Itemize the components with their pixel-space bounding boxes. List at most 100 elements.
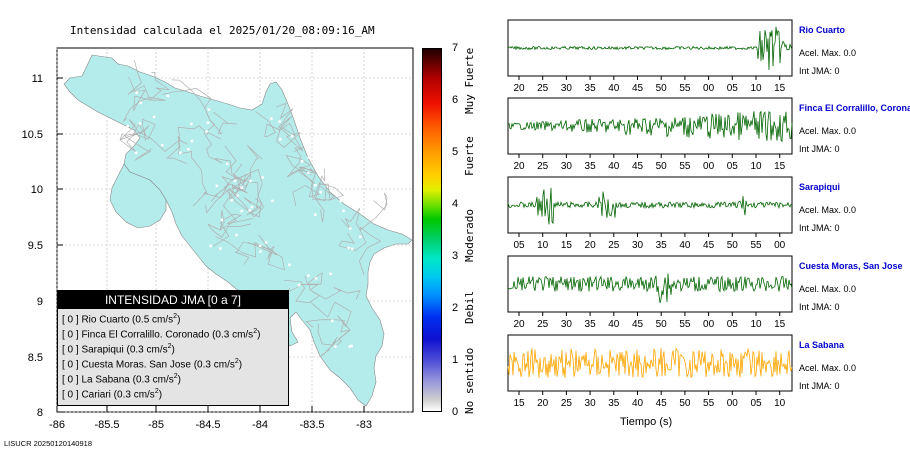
legend-intensity: [ 0 ] [62, 389, 82, 401]
town-marker [166, 94, 170, 98]
trace-frame [507, 255, 793, 313]
legend-suffix: ) [238, 359, 243, 371]
road [304, 272, 323, 291]
legend-unit-sup: 2 [154, 388, 159, 395]
town-marker [279, 138, 282, 141]
trace-tick-label: 45 [632, 83, 644, 94]
legend-station: Rio Cuarto (0.5 cm/s [81, 314, 174, 326]
legend-row: [ 0 ] Finca El Corralillo. Coronado (0.3… [58, 324, 288, 341]
town-marker [319, 190, 322, 194]
map-y-tick: 8 [37, 407, 43, 419]
town-marker [270, 117, 273, 120]
town-marker [258, 244, 262, 248]
trace-tick-label: 20 [513, 319, 525, 330]
road [313, 182, 344, 202]
map-y-tick: 10 [31, 184, 43, 196]
road-network [119, 60, 388, 358]
map-y-tick: 8.5 [28, 352, 43, 364]
town-marker [138, 122, 142, 125]
town-marker [349, 227, 352, 230]
legend-station: Sarapiqui (0.3 cm/s [81, 344, 168, 356]
legend-row: [ 0 ] Cariari (0.3 cm/s2) [58, 384, 288, 401]
road [215, 236, 271, 258]
town-marker [271, 199, 274, 203]
legend-suffix: ) [177, 314, 181, 326]
traces-xlabel: Tiempo (s) [620, 416, 673, 428]
trace-tick-label: 30 [585, 398, 597, 409]
town-marker [233, 179, 237, 183]
trace-tick-label: 15 [513, 398, 525, 409]
trace-panel: 20 25 30 35 40 45 50 55 00 05 10 15 [507, 255, 793, 330]
town-marker [329, 272, 332, 276]
legend-station: Finca El Corralillo. Coronado (0.3 cm/s [81, 329, 254, 341]
map-footer: LISUCR 20250120140918 [4, 439, 92, 448]
road [162, 87, 212, 121]
trace-tick-label: 10 [774, 398, 786, 409]
trace-tick-label: 15 [774, 319, 786, 330]
trace-tick-label: 45 [632, 161, 644, 172]
station-name: Cuesta Moras, San Jose [799, 261, 903, 271]
town-marker [187, 148, 190, 151]
road [276, 129, 304, 152]
station-jma: Int JMA: 0 [799, 144, 840, 154]
road [209, 111, 237, 135]
legend-row: [ 0 ] Rio Cuarto (0.5 cm/s2) [58, 309, 288, 326]
town-marker [236, 194, 240, 197]
map-title: Intensidad calculada el 2025/01/20_08:09… [70, 24, 375, 37]
town-marker [207, 108, 211, 111]
trace-tick-label: 00 [774, 240, 786, 251]
trace-tick-label: 50 [656, 161, 668, 172]
legend-intensity: [ 0 ] [62, 329, 82, 341]
station-jma: Int JMA: 0 [799, 302, 840, 312]
town-marker [240, 209, 243, 213]
trace-tick-label: 25 [561, 398, 573, 409]
trace-tick-label: 30 [561, 161, 573, 172]
town-marker [161, 143, 164, 147]
legend-station: Cariari (0.3 cm/s [81, 389, 155, 401]
town-marker [110, 156, 114, 160]
map-x-tick: -84 [252, 419, 268, 431]
station-name: Sarapiqui [799, 182, 841, 192]
map-y-tick: 10.5 [22, 129, 43, 141]
trace-tick-label: 00 [703, 319, 715, 330]
legend-suffix: ) [171, 344, 175, 356]
trace-tick-label: 20 [513, 83, 525, 94]
road [178, 139, 208, 195]
trace-tick-label: 00 [703, 83, 715, 94]
town-marker [314, 213, 317, 216]
map-x-tick: -85.5 [94, 419, 119, 431]
seismogram-trace [507, 187, 793, 225]
legend-suffix: ) [158, 389, 163, 401]
road [315, 185, 335, 223]
trace-tick-label: 40 [679, 240, 691, 251]
colorbar-tick: 1 [452, 354, 459, 366]
road [231, 163, 248, 186]
trace-tick-label: 55 [679, 161, 691, 172]
town-marker [190, 122, 193, 126]
trace-tick-label: 35 [585, 161, 597, 172]
station-accel: Acel. Max. 0.0 [799, 284, 857, 294]
town-marker [126, 124, 129, 128]
map-axis-ticks: -86 -85.5 -85 -84.5 -84 -83.5 -83 11 10.5 10 9.5 9 8… [22, 73, 372, 431]
trace-tick-label: 55 [679, 319, 691, 330]
station-name: Rio Cuarto [799, 25, 845, 35]
trace-tick-label: 10 [537, 240, 549, 251]
trace-tick-label: 10 [750, 319, 762, 330]
trace-tick-label: 35 [608, 398, 620, 409]
trace-panel: 05 10 15 20 25 30 35 40 45 50 55 00 [507, 176, 793, 251]
town-marker [134, 151, 138, 155]
trace-tick-label: 40 [608, 83, 620, 94]
town-marker [261, 176, 265, 179]
colorbar-tick: 6 [452, 94, 459, 106]
town-marker [240, 186, 243, 189]
town-marker [297, 283, 301, 287]
trace-tick-label: 45 [656, 398, 668, 409]
road [192, 176, 233, 207]
town-marker [135, 91, 138, 94]
road [119, 118, 156, 141]
town-marker [307, 171, 310, 175]
town-marker [347, 246, 350, 250]
town-marker [219, 247, 222, 250]
road [311, 301, 352, 331]
road [228, 187, 264, 218]
